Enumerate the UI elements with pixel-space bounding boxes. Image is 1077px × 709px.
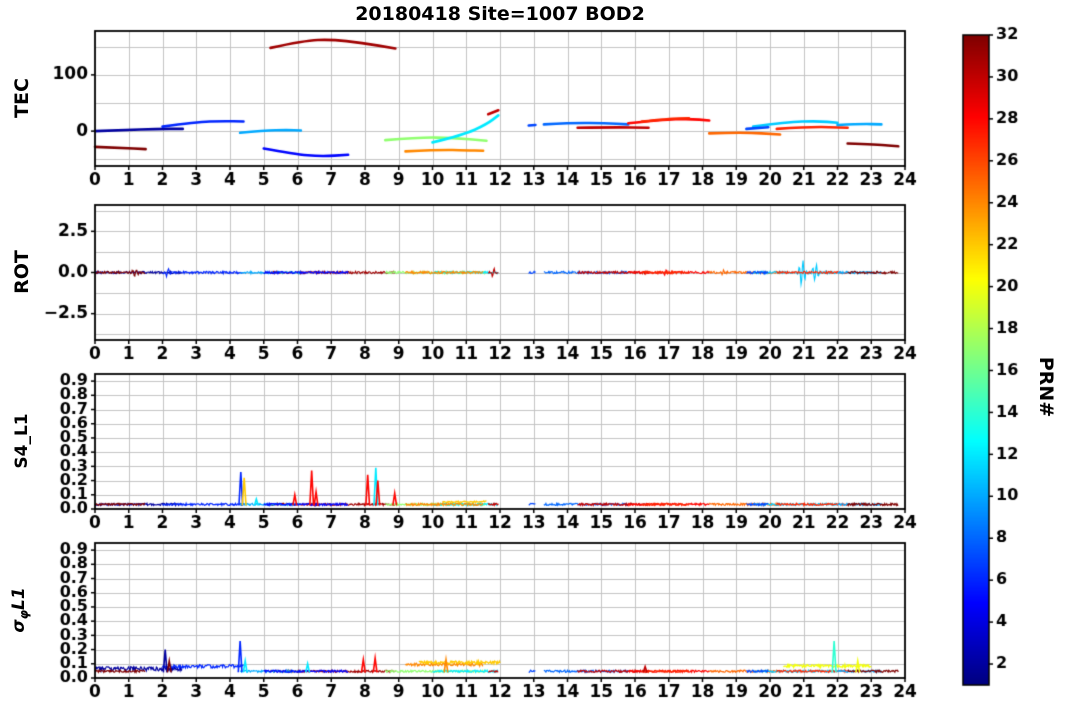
y-axis-label-s4: S4_L1 <box>12 413 32 469</box>
sigma-subscript: φ <box>17 610 31 620</box>
y-axis-label-sigma-phi: σφL1 <box>9 587 31 632</box>
sigma-suffix: L1 <box>9 587 29 611</box>
sigma-symbol: σ <box>9 619 29 633</box>
colorbar-label: PRN# <box>1035 356 1057 418</box>
y-axis-label-rot: ROT <box>11 250 33 294</box>
y-axis-label-tec: TEC <box>11 78 33 118</box>
chart-title: 20180418 Site=1007 BOD2 <box>355 3 645 25</box>
